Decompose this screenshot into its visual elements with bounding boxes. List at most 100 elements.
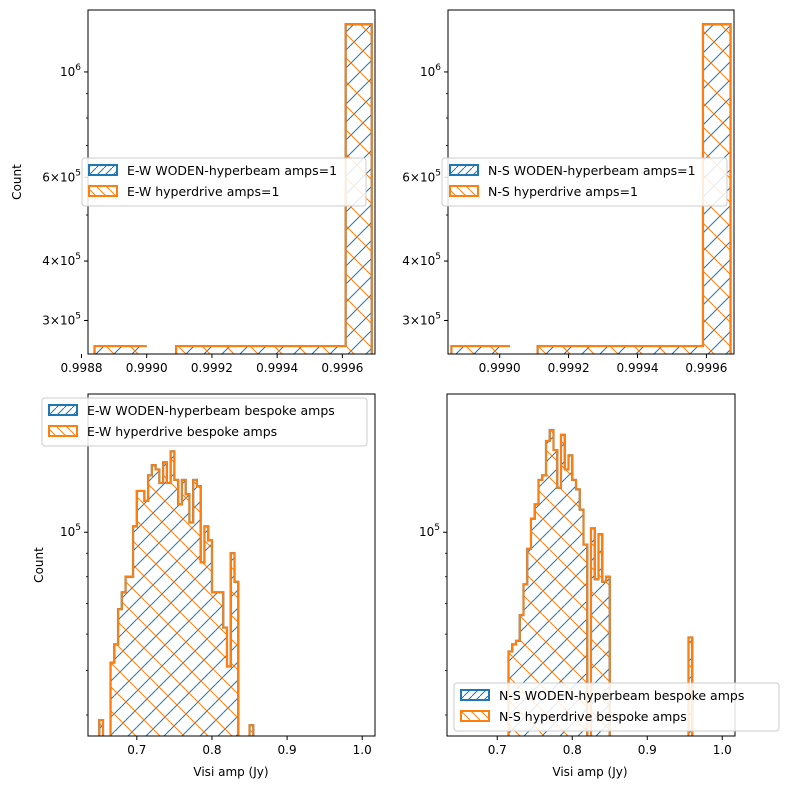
x-tick-label: 0.9988 [60, 361, 102, 375]
y-tick-label: 6×105 [42, 168, 81, 184]
bars-layer [507, 428, 694, 736]
x-ticks-layer: 0.9988 0.9990 0.9992 0.9994 0.9996 [60, 354, 363, 375]
bar-hyperdrive [583, 544, 588, 736]
bar-hyperdrive [215, 592, 220, 736]
legend-frame [41, 397, 368, 447]
bar-hyperdrive [523, 584, 528, 736]
bar-hyperdrive [110, 662, 115, 736]
x-ticks-layer: 0.7 0.8 0.9 1.0 [488, 736, 732, 757]
legend-frame [81, 157, 367, 207]
bar-hyperdrive [230, 553, 235, 736]
bar-hyperdrive [129, 576, 134, 736]
bar-hyperdrive [204, 526, 209, 736]
bar-hyperdrive [579, 509, 584, 736]
legend: N-S WODEN-hyperbeam bespoke amps N-S hyp… [453, 682, 780, 732]
bar-hyperdrive [176, 346, 346, 354]
bar-hyperdrive [606, 576, 610, 736]
legend-swatch-hyperdrive [449, 185, 479, 197]
x-tick-label: 0.7 [127, 743, 146, 757]
bar-hyperdrive [557, 487, 561, 736]
bar-hyperdrive [159, 483, 164, 736]
legend-label-hyperdrive: E-W hyperdrive bespoke amps [87, 424, 277, 439]
y-tick-label: 4×105 [42, 252, 81, 268]
bar-hyperdrive [576, 489, 580, 736]
legend-swatch-woden [460, 689, 490, 701]
x-tick-label: 0.9994 [256, 361, 298, 375]
bar-hyperdrive [546, 441, 550, 736]
x-tick-label: 0.8 [202, 743, 221, 757]
legend-frame [453, 682, 780, 732]
y-ticks-layer: 106 6×105 4×105 3×105 [402, 63, 448, 327]
bar-hyperdrive [572, 479, 576, 736]
y-tick-label: 106 [420, 63, 441, 79]
y-ticks-layer: 105 [419, 523, 447, 716]
legend: E-W WODEN-hyperbeam bespoke amps E-W hyp… [41, 397, 368, 447]
bar-hyperdrive [94, 346, 147, 354]
bar-hyperdrive [223, 627, 227, 736]
x-tick-label: 0.9996 [321, 361, 363, 375]
bar-hyperdrive [114, 644, 119, 736]
bar-hyperdrive [568, 455, 573, 736]
outline-hyperdrive [98, 450, 255, 736]
axes-frame [87, 393, 376, 737]
bar-hyperdrive [561, 434, 565, 736]
bar-hyperdrive [193, 479, 197, 736]
y-axis-label: Count [10, 164, 24, 200]
legend-label-woden: N-S WODEN-hyperbeam amps=1 [488, 163, 696, 178]
x-tick-label: 0.9990 [479, 361, 521, 375]
panel-bottom-left: 0.7 0.8 0.9 1.0 105 Count Visi amp (Jy) E-W… [32, 393, 376, 779]
legend: N-S WODEN-hyperbeam amps=1 N-S hyperdriv… [441, 157, 728, 207]
bar-hyperdrive [118, 609, 122, 736]
legend: E-W WODEN-hyperbeam amps=1 E-W hyperdriv… [81, 157, 367, 207]
bar-hyperdrive [148, 475, 152, 736]
y-tick-label: 105 [60, 523, 81, 539]
x-tick-label: 0.9990 [126, 361, 168, 375]
legend-label-hyperdrive: N-S hyperdrive bespoke amps [499, 709, 687, 724]
x-tick-label: 0.7 [488, 743, 507, 757]
x-tick-label: 0.9992 [191, 361, 233, 375]
legend-label-woden: E-W WODEN-hyperbeam bespoke amps [87, 403, 335, 418]
bar-hyperdrive [211, 592, 216, 736]
legend-swatch-woden [449, 164, 479, 176]
panel-top-right: 0.9990 0.9992 0.9994 0.9996 106 6×105 4×105 3×… [402, 9, 735, 375]
panel-bottom-right: 0.7 0.8 0.9 1.0 105 Visi amp (Jy) N-S WODEN… [419, 393, 780, 779]
x-axis-label: Visi amp (Jy) [193, 765, 268, 779]
legend-swatch-woden [88, 164, 118, 176]
bar-hyperdrive [155, 469, 160, 736]
bar-hyperdrive [542, 475, 546, 736]
x-tick-label: 0.9996 [685, 361, 727, 375]
bar-hyperdrive [166, 483, 171, 736]
bar-hyperdrive [451, 346, 511, 354]
x-tick-label: 0.9994 [617, 361, 659, 375]
legend-swatch-hyperdrive [48, 425, 78, 437]
bar-hyperdrive [181, 479, 186, 736]
bar-hyperdrive [553, 450, 558, 736]
bar-hyperdrive [144, 500, 149, 736]
y-axis-label: Count [32, 547, 46, 583]
bar-hyperdrive [226, 666, 231, 736]
bar-hyperdrive [564, 469, 569, 736]
y-tick-label: 105 [419, 523, 440, 539]
legend-label-hyperdrive: N-S hyperdrive amps=1 [488, 184, 638, 199]
x-ticks-layer: 0.7 0.8 0.9 1.0 [127, 736, 372, 757]
bar-hyperdrive [534, 504, 539, 736]
legend-label-hyperdrive: E-W hyperdrive amps=1 [127, 184, 279, 199]
y-ticks-layer: 106 6×105 4×105 3×105 [42, 63, 88, 327]
y-tick-label: 3×105 [42, 311, 81, 327]
legend-swatch-hyperdrive [460, 710, 490, 722]
bar-hyperdrive [136, 490, 141, 736]
bar-hyperdrive [125, 576, 130, 736]
bar-hyperdrive [133, 526, 137, 736]
bar-hyperdrive [170, 451, 175, 736]
bars-layer [98, 450, 255, 736]
bar-hyperdrive [537, 346, 703, 354]
x-tick-label: 0.8 [563, 743, 582, 757]
bar-hyperdrive [178, 504, 182, 736]
bar-hyperdrive [549, 429, 554, 736]
bar-hyperdrive [140, 490, 145, 736]
y-tick-label: 3×105 [402, 311, 441, 327]
bar-hyperdrive [121, 592, 126, 736]
x-tick-label: 0.9 [638, 743, 657, 757]
legend-label-woden: E-W WODEN-hyperbeam amps=1 [127, 163, 337, 178]
